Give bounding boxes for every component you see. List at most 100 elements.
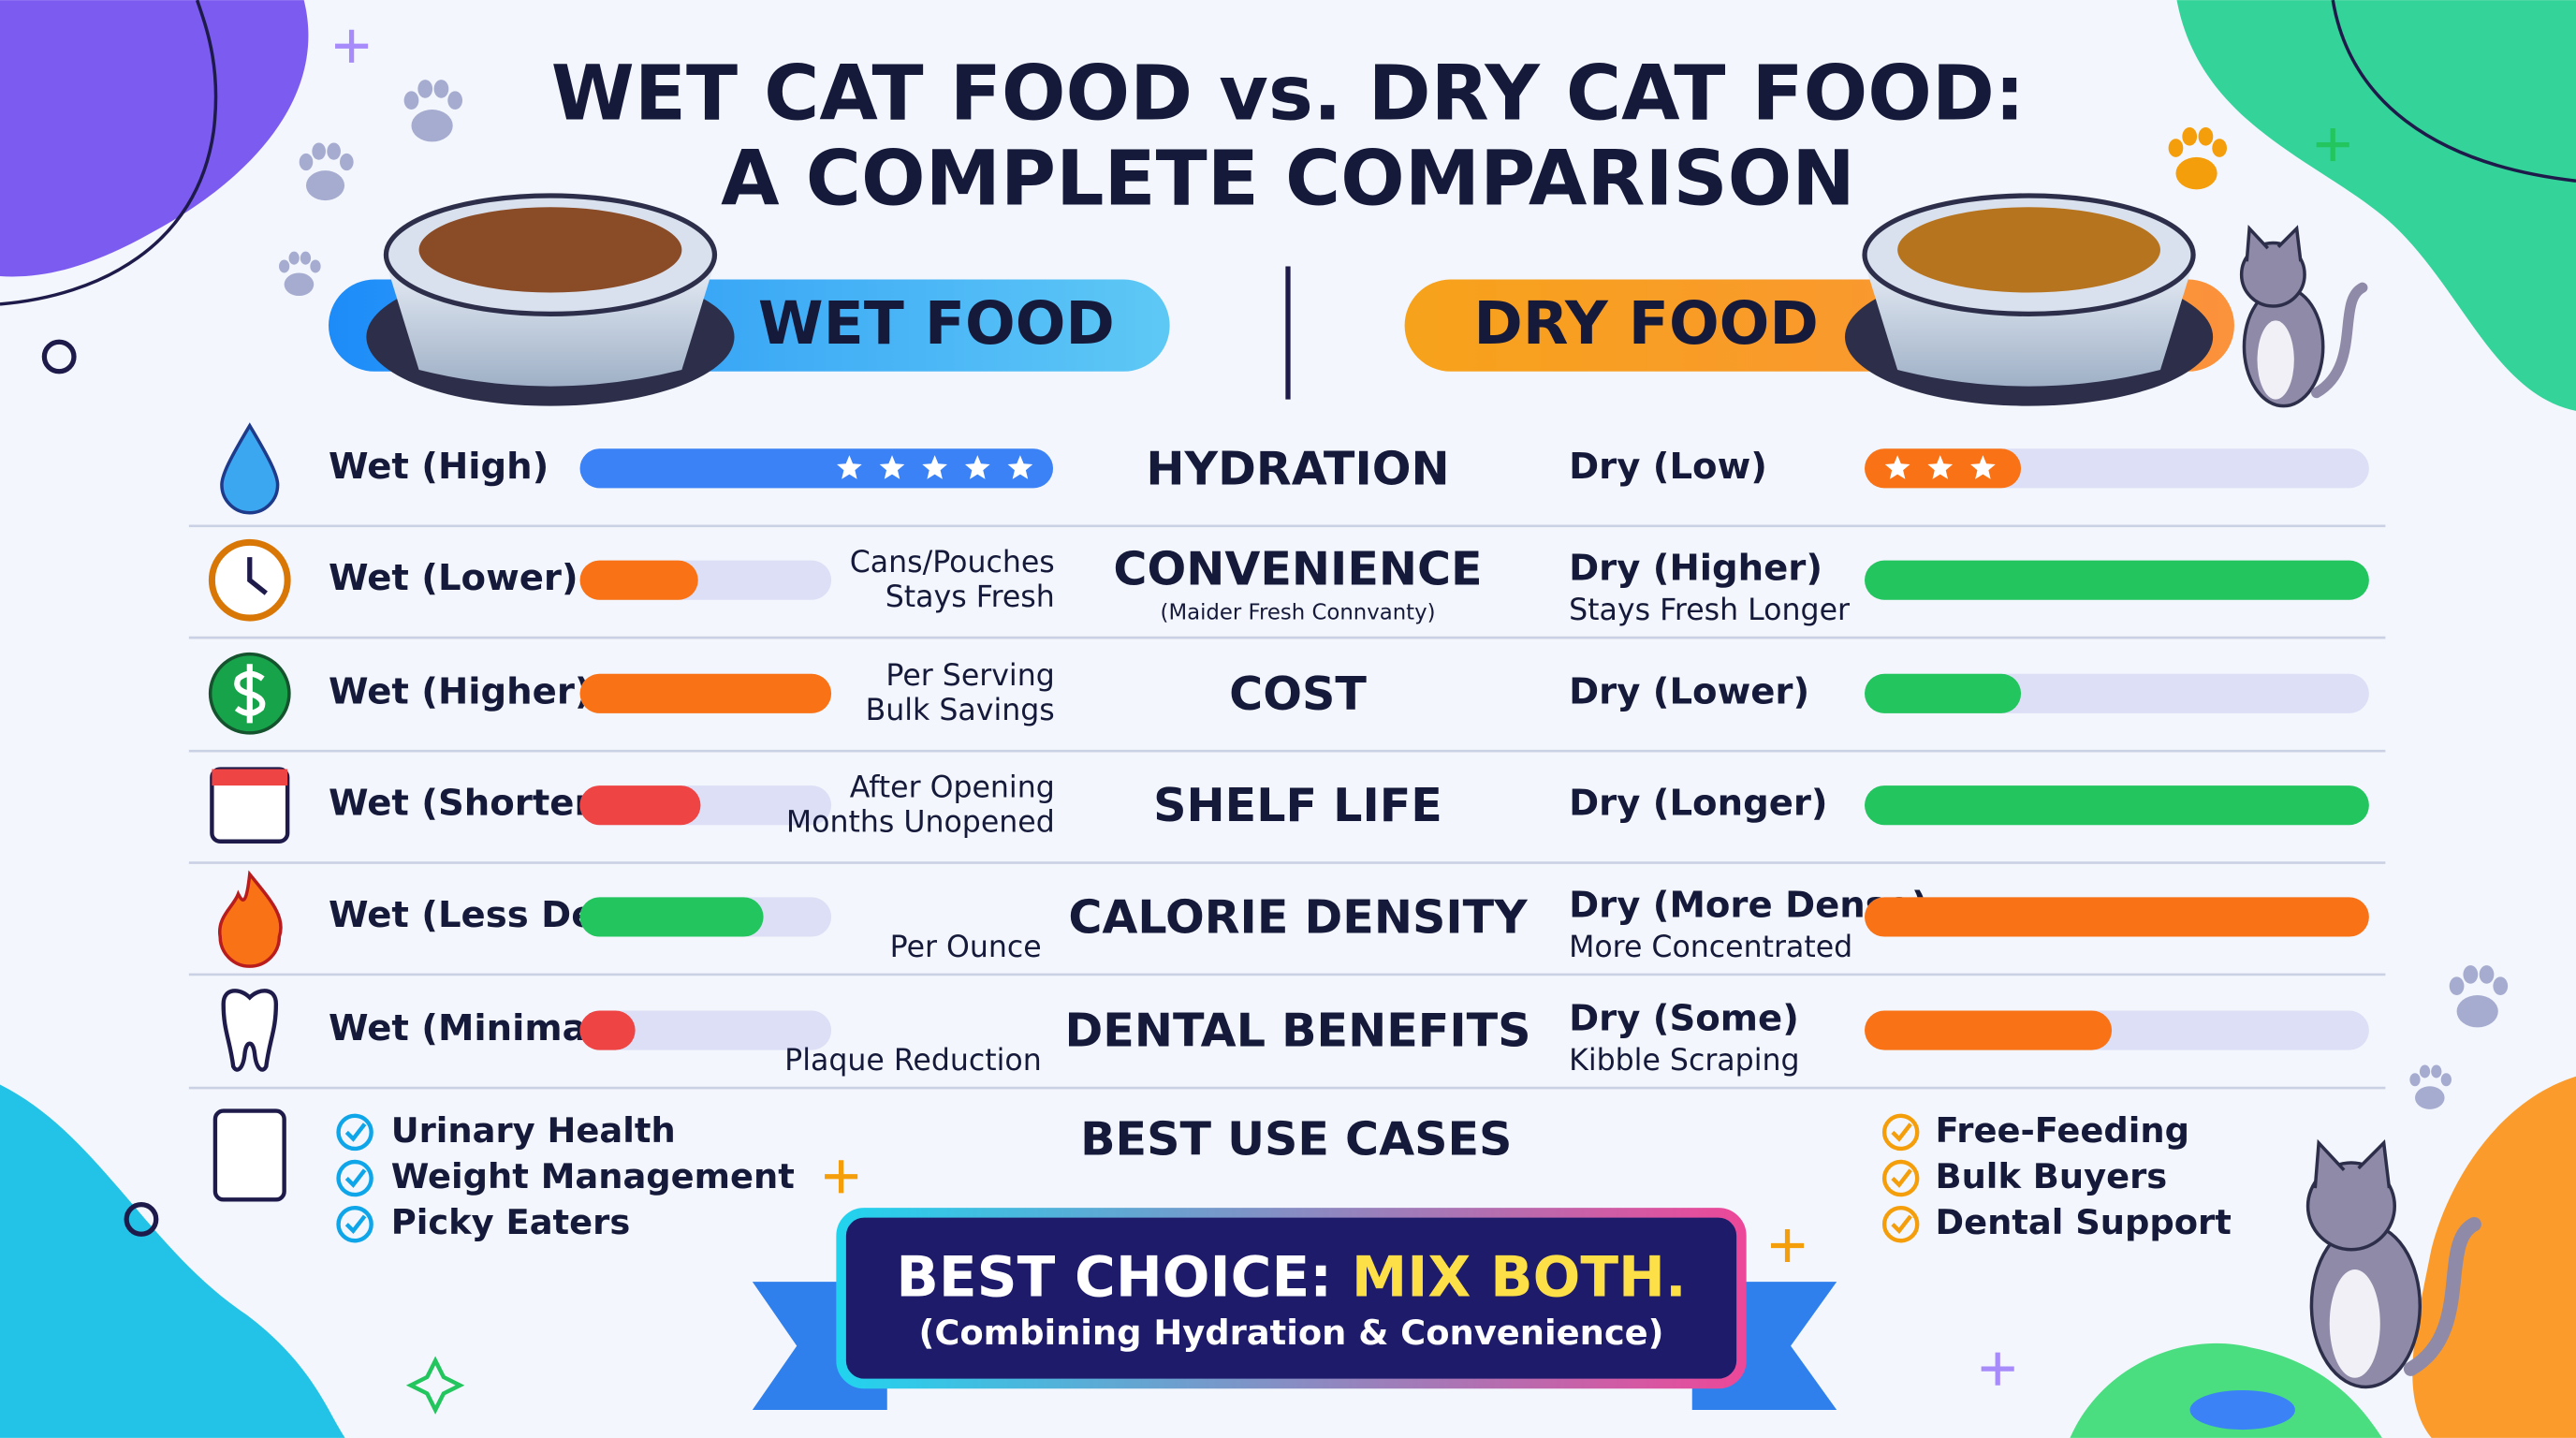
check [344,1168,367,1188]
cat-belly [2329,1269,2380,1378]
icon-clipboard [212,1108,286,1202]
paw-toe [447,91,463,110]
cat-belly [2257,320,2294,400]
dry-note: Kibble Scraping [1569,1044,1799,1078]
icon-flame [218,870,283,968]
ring [41,339,77,374]
bar-fill [579,673,832,713]
wet-note: Months Unopened [786,805,1055,839]
banner-subtitle: (Combining Hydration & Convenience) [918,1313,1663,1353]
icon-dollar-sign [234,664,266,724]
paw-toe [2479,965,2495,984]
category: COST [1229,667,1367,721]
dry-label: Dry (Some) [1569,998,1799,1040]
bar-track [579,1010,832,1050]
paw-toe [310,259,321,273]
wet-use-case: Urinary Health [391,1110,676,1151]
cat-tail [2311,282,2368,399]
sparkle [2316,128,2349,162]
bar-fill [1865,673,2022,713]
paw-toe [403,91,419,110]
paw-toe [2419,1064,2431,1078]
check [1891,1168,1912,1188]
check-circle [336,1113,373,1152]
banner-lead: BEST CHOICE: [896,1245,1351,1310]
blob [2176,0,2576,411]
paw-toe [2212,139,2228,157]
small-bowl [2189,1389,2295,1431]
bar-fill [1865,1010,2113,1050]
paw-toe [340,153,354,171]
blob [2331,0,2576,183]
paw-toe [2168,139,2184,157]
dry-note: More Concentrated [1569,931,1852,964]
bar-fill [1865,785,2369,826]
category: CONVENIENCE [1113,541,1482,595]
paw-toe [2182,126,2198,146]
food [1897,207,2160,293]
dry-label: Dry (Longer) [1569,783,1827,825]
blob [0,1084,345,1438]
wet-label: Wet (High) [329,446,549,488]
use-cases-title: BEST USE CASES [1080,1111,1512,1166]
bar-fill [1865,560,2369,600]
wet-note: After Opening [850,771,1055,805]
star [1884,455,1910,479]
dry-use-case: Bulk Buyers [1936,1156,2168,1196]
paw-toe [288,251,300,265]
dry-note: Stays Fresh Longer [1569,594,1850,627]
wet-note: Per Ounce [890,931,1042,964]
paw-toe [2409,1073,2421,1087]
paw [284,272,315,297]
dry-label: Dry (Low) [1569,446,1767,488]
title: A COMPLETE COMPARISON [721,136,1855,224]
wet-label: Wet (Lower) [329,557,578,599]
cat-head [2305,1161,2396,1252]
paw [411,110,453,142]
wet-note: Bulk Savings [866,694,1055,727]
cat-head [2239,241,2306,308]
sparkle [1771,1228,1805,1263]
sparkle [1981,1352,2014,1386]
wet-note: Stays Fresh [886,580,1055,614]
wet-note: Per Serving [886,659,1054,693]
blob [2412,1076,2576,1438]
paw [2175,156,2217,190]
blob [0,0,218,306]
star [1007,455,1033,479]
wet-header: WET FOOD [758,288,1115,358]
check-circle [1881,1205,1920,1243]
check [1891,1214,1912,1235]
paw-toe [2440,1073,2452,1087]
dry-use-case: Free-Feeding [1936,1110,2190,1151]
banner-title: BEST CHOICE: MIX BOTH. [896,1245,1686,1310]
icon-calendar-top [212,769,288,786]
star [922,455,947,479]
bar-fill [579,897,764,937]
paw [2415,1086,2445,1109]
paw-toe [299,153,314,171]
banner [836,1208,1747,1389]
check [344,1123,367,1142]
cat-tail [2403,1216,2481,1376]
star [837,455,862,479]
sparkle [335,29,369,63]
star [1970,455,1996,479]
star [1927,455,1954,479]
category: HYDRATION [1146,441,1449,495]
icon-tooth [221,989,279,1072]
banner-highlight: MIX BOTH. [1352,1245,1687,1310]
cat-ears [2313,1138,2392,1189]
sparkle [405,1356,465,1415]
cat-ears [2245,224,2303,262]
bar-fill [579,560,698,600]
paw-toe [433,80,449,98]
icon-clock-hands [247,557,268,595]
food [418,207,682,293]
paw-toe [312,142,326,160]
dry-use-case: Dental Support [1936,1202,2232,1242]
paw-toe [300,251,312,265]
wet-label: Wet (Minimal) [329,1007,615,1049]
